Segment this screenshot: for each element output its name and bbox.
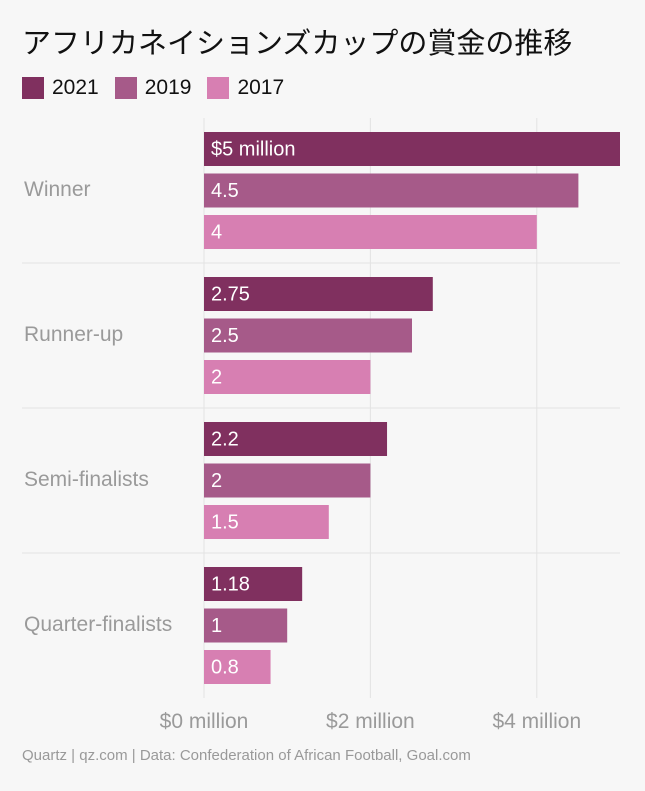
bar-2021-1 — [204, 277, 433, 311]
x-tick-label-2: $4 million — [492, 710, 581, 733]
bar-2021-2 — [204, 422, 388, 456]
data-label-2021-1: 2.75 — [211, 283, 250, 305]
bar-2019-1 — [204, 318, 412, 353]
data-label-2019-0: 4.5 — [211, 180, 239, 202]
bar-2019-3 — [204, 608, 288, 643]
bar-2019-2 — [204, 463, 371, 498]
legend-label-2019: 2019 — [144, 76, 192, 99]
data-label-2017-2: 1.5 — [211, 511, 239, 533]
category-label-1: Runner-up — [24, 323, 123, 346]
category-label-0: Winner — [24, 178, 91, 201]
legend-label-2021: 2021 — [52, 76, 99, 99]
legend-item-2019: 2019 — [114, 76, 192, 100]
bar-2021-3 — [204, 567, 303, 601]
data-label-2021-2: 2.2 — [211, 428, 239, 450]
bar-2019-0 — [204, 173, 579, 208]
data-label-2019-3: 1 — [211, 615, 222, 637]
legend-label-2017: 2017 — [237, 76, 285, 99]
category-label-3: Quarter-finalists — [24, 613, 172, 636]
legend-item-2021: 2021 — [22, 76, 99, 100]
legend-item-2017: 2017 — [207, 76, 284, 100]
bar-2017-1 — [204, 360, 371, 394]
bar-2017-2 — [204, 505, 329, 539]
source-note: Quartz | qz.com | Data: Confederation of… — [22, 747, 471, 764]
x-tick-label-1: $2 million — [326, 710, 415, 733]
data-label-2021-3: 1.18 — [211, 573, 250, 595]
data-label-2019-1: 2.5 — [211, 325, 239, 347]
x-tick-label-0: $0 million — [160, 710, 249, 733]
bar-2021-0 — [204, 132, 620, 166]
legend-swatch-2017 — [207, 77, 230, 99]
bar-2017-3 — [204, 650, 271, 684]
category-label-2: Semi-finalists — [24, 468, 149, 491]
data-label-2017-3: 0.8 — [211, 656, 239, 678]
bar-2017-0 — [204, 215, 537, 249]
legend-swatch-2021 — [22, 77, 44, 99]
data-label-2017-0: 4 — [211, 221, 222, 243]
data-label-2017-1: 2 — [211, 366, 222, 388]
data-label-2019-2: 2 — [211, 470, 222, 492]
chart-title: アフリカネイションズカップの賞金の推移 — [22, 26, 573, 60]
legend-swatch-2019 — [114, 77, 137, 99]
data-label-2021-0: $5 million — [211, 138, 295, 160]
legend: 2021 2019 2017 — [22, 76, 300, 100]
